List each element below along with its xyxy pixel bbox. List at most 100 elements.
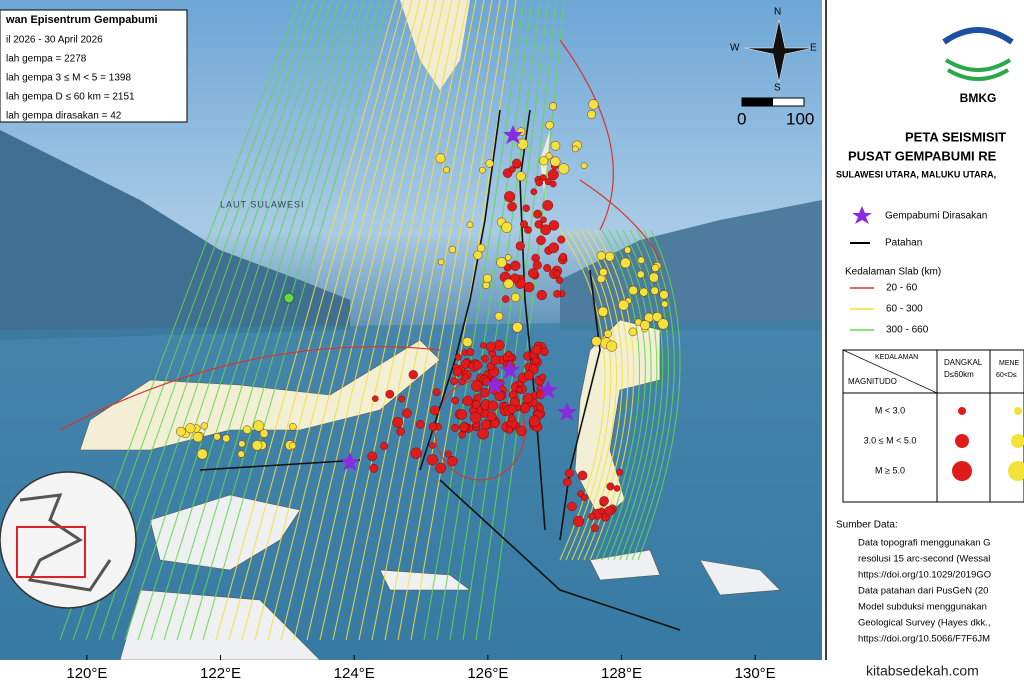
- logo-arc: [942, 27, 1014, 45]
- contour: [176, 0, 373, 641]
- contour: [254, 0, 421, 641]
- epicenter: [661, 300, 669, 308]
- epicenter: [616, 468, 624, 476]
- fault: [419, 109, 501, 471]
- source-line: https://doi.org/10.5066/F7F6JM: [858, 634, 990, 645]
- contour: [163, 0, 365, 641]
- epicenter: [472, 360, 483, 370]
- epicenter: [549, 180, 557, 188]
- contour: [111, 0, 333, 641]
- scale-end: 100: [786, 109, 814, 128]
- epicenter: [459, 422, 469, 432]
- contour: [202, 0, 389, 641]
- epicenter: [507, 414, 516, 422]
- epicenter: [651, 264, 660, 272]
- lon-tick-label: 122°E: [200, 665, 241, 682]
- epicenter: [410, 447, 422, 459]
- info-lines: il 2026 - 30 April 2026 lah gempa = 2278 l…: [6, 35, 135, 122]
- info-line: lah gempa 3 ≤ M < 5 = 1398: [6, 73, 131, 84]
- table-head: MENE: [999, 360, 1020, 367]
- epicenter: [562, 477, 572, 487]
- epicenter: [606, 482, 615, 491]
- slab-label: 300 - 660: [886, 325, 929, 336]
- logo: [942, 14, 1014, 86]
- epicenter: [452, 367, 462, 377]
- felt-epicenter: [557, 402, 577, 421]
- epicenter: [545, 152, 553, 160]
- contour: [228, 0, 405, 641]
- epicenter: [482, 281, 490, 289]
- size-symbol: [952, 461, 972, 481]
- table-row-label: M < 3.0: [875, 405, 905, 415]
- epicenter: [528, 415, 541, 427]
- epicenter: [466, 221, 474, 229]
- faults: [199, 109, 681, 631]
- epicenter: [639, 287, 649, 297]
- epicenter: [432, 388, 441, 397]
- epicenter: [540, 224, 552, 236]
- scale-start: 0: [737, 109, 746, 128]
- table-rows: M < 3.0 3.0 ≤ M < 5.0 M ≥ 5.0: [864, 405, 1024, 481]
- epicenter: [519, 403, 531, 414]
- compass-rose: [744, 19, 814, 83]
- contour: [559, 39, 661, 261]
- epicenter: [450, 377, 458, 385]
- panel-title: PETA SEISMISIT: [905, 129, 1006, 144]
- table-head: KEDALAMAN: [875, 354, 918, 361]
- contour: [462, 0, 549, 641]
- epicenter: [564, 468, 574, 478]
- size-symbol: [958, 407, 966, 415]
- epicenter: [657, 318, 669, 330]
- epicenter: [461, 373, 470, 381]
- compass-w: W: [730, 43, 740, 54]
- table-row-label: M ≥ 5.0: [875, 465, 905, 475]
- epicenter: [536, 290, 547, 301]
- table-frame: [842, 349, 1024, 503]
- epicenter: [606, 340, 618, 352]
- contour: [345, 0, 477, 641]
- epicenter: [462, 337, 473, 347]
- fault: [199, 459, 361, 471]
- felt-epicenter: [538, 380, 558, 399]
- contour: [571, 229, 617, 561]
- epicenter: [620, 257, 631, 269]
- epicenter: [524, 370, 534, 381]
- fault: [519, 109, 546, 531]
- epicenter: [580, 162, 588, 169]
- epicenter: [543, 264, 552, 272]
- felt-epicenter: [503, 125, 523, 144]
- epicenter: [448, 245, 457, 254]
- epicenter: [510, 260, 521, 271]
- epicenter: [598, 507, 605, 515]
- epicenter: [480, 419, 491, 430]
- epicenter: [480, 354, 489, 363]
- epicenter: [652, 312, 663, 322]
- felt-epicenter: [485, 375, 505, 394]
- epicenter: [242, 425, 252, 435]
- size-symbol: [1011, 434, 1024, 448]
- epicenter: [542, 200, 554, 211]
- epicenter: [640, 320, 651, 330]
- epicenter: [511, 292, 521, 302]
- epicenter: [517, 138, 529, 150]
- epicenter: [548, 220, 560, 231]
- slab-label: 20 - 60: [886, 283, 918, 294]
- contour: [637, 229, 681, 561]
- felt-epicenter: [500, 360, 520, 379]
- epicenter: [659, 290, 669, 300]
- epicenter: [536, 235, 546, 246]
- felt-symbol: [852, 206, 872, 224]
- epicenter: [636, 270, 645, 279]
- epicenter: [528, 268, 539, 279]
- table-row-label: 3.0 ≤ M < 5.0: [864, 435, 917, 445]
- legend-felt: Gempabumi Dirasakan: [885, 211, 987, 222]
- contour: [241, 0, 413, 641]
- epicenter: [553, 290, 562, 298]
- epicenter: [456, 409, 468, 420]
- epicenter: [479, 166, 486, 174]
- epicenter: [599, 496, 609, 506]
- contour: [306, 0, 453, 641]
- source-line: Geological Survey (Hayes dkk.,: [858, 618, 991, 629]
- source-line: Data topografi menggunakan G: [858, 538, 991, 549]
